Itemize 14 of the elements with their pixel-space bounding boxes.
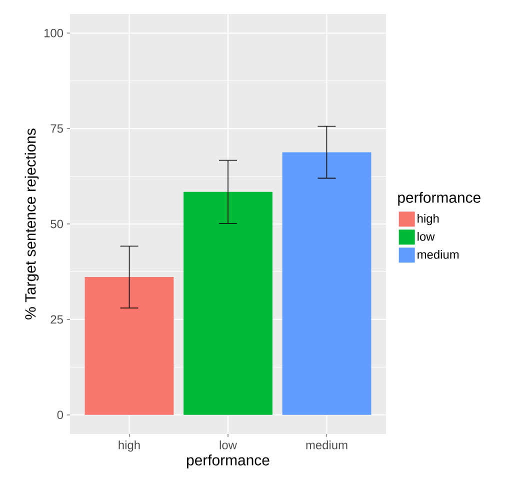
legend-title: performance	[398, 192, 480, 206]
y-tick-label: 25	[50, 315, 63, 324]
x-tick-label: low	[220, 440, 237, 450]
x-tick-label: high	[118, 440, 140, 452]
y-tick-label: 50	[50, 220, 64, 228]
y-tick-label: 0	[57, 410, 64, 420]
x-tick-label: medium	[306, 440, 348, 450]
legend-label: high	[418, 214, 439, 226]
legend-label: medium	[418, 250, 459, 259]
y-tick-label: 75	[50, 124, 63, 133]
x-axis-title: performance	[187, 454, 270, 468]
legend-label: low	[418, 232, 435, 241]
y-axis-title: % Target sentence rejections	[24, 128, 39, 320]
y-tick-label: 100	[44, 28, 64, 38]
